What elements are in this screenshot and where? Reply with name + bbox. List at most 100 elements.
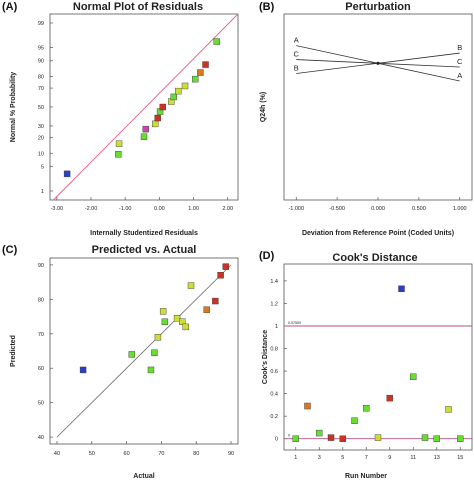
y-tick-label-d: 0 bbox=[275, 437, 278, 443]
data-point-a bbox=[174, 87, 182, 95]
y-tick-label-c: 40 bbox=[38, 435, 44, 441]
data-point-d bbox=[433, 435, 440, 442]
series-label-a: A bbox=[294, 36, 299, 45]
x-tick-label-d: 11 bbox=[410, 455, 416, 461]
y-tick-label-a: 99 bbox=[38, 21, 44, 27]
x-tick-label-c: 80 bbox=[193, 451, 199, 457]
data-point-a bbox=[202, 61, 209, 68]
plot-frame-b bbox=[283, 13, 473, 201]
series-label-c: C bbox=[457, 57, 463, 66]
x-tick-label-c: 40 bbox=[54, 451, 60, 457]
x-tick-label-d: 3 bbox=[318, 455, 321, 461]
y-tick-label-a: 10 bbox=[38, 151, 44, 157]
panel-label-d: (D) bbox=[259, 250, 275, 262]
data-point-d bbox=[421, 434, 429, 441]
y-tick-label-a: 20 bbox=[38, 135, 44, 141]
data-point-c bbox=[179, 318, 186, 325]
data-point-c bbox=[128, 351, 136, 358]
x-tick-label-b: 0.000 bbox=[371, 206, 385, 212]
data-point-a bbox=[197, 69, 204, 76]
data-point-d bbox=[316, 429, 323, 437]
plot-frame-c bbox=[49, 257, 239, 445]
y-tick-label-d: 0.4 bbox=[270, 392, 278, 398]
y-tick-label-a: 95 bbox=[38, 46, 44, 52]
y-axis-label-c: Predicted bbox=[10, 335, 17, 367]
data-point-c bbox=[161, 318, 169, 325]
y-tick-label-a: 30 bbox=[38, 124, 44, 130]
reference-point-b bbox=[376, 61, 380, 65]
x-tick-label-a: -3.00 bbox=[51, 206, 64, 212]
y-tick-label-a: 50 bbox=[38, 105, 44, 111]
plot-area-c: 40 50 60 70 80 90 40 50 60 70 80 90 bbox=[38, 263, 234, 457]
data-point-a bbox=[159, 103, 167, 111]
reference-line-label-d: 0 bbox=[288, 434, 290, 438]
x-axis-label-b: Deviation from Reference Point (Coded Un… bbox=[302, 230, 454, 237]
data-point-c bbox=[182, 323, 189, 331]
plot-area-a: -3.00 -2.00 -1.00 0.00 1.00 2.00 1 5 10 20 30 50 70 8… bbox=[38, 13, 239, 212]
data-point-c bbox=[147, 366, 155, 374]
data-point-c bbox=[212, 297, 219, 305]
x-tick-label-a: 1.00 bbox=[188, 206, 199, 212]
chart-title-a: Normal Plot of Residuals bbox=[73, 1, 203, 13]
y-tick-label-c: 70 bbox=[38, 332, 44, 338]
y-tick-label-a: 70 bbox=[38, 86, 44, 92]
y-tick-label-c: 80 bbox=[38, 297, 44, 303]
y-tick-label-c: 60 bbox=[38, 366, 44, 372]
x-axis-label-a: Internally Studentized Residuals bbox=[90, 230, 198, 237]
data-point-a bbox=[192, 75, 199, 83]
y-axis-label-b: Q24h (%) bbox=[260, 92, 267, 122]
y-tick-label-a: 90 bbox=[38, 59, 44, 65]
x-tick-label-a: -2.00 bbox=[85, 206, 98, 212]
y-tick-label-d: 0.8 bbox=[270, 347, 278, 353]
series-label-b: B bbox=[457, 43, 462, 52]
data-point-d bbox=[292, 435, 299, 442]
y-tick-label-d: 1 bbox=[275, 324, 278, 330]
y-tick-label-c: 50 bbox=[38, 401, 44, 407]
data-point-a bbox=[140, 133, 148, 140]
reference-line-a bbox=[53, 13, 239, 201]
x-tick-label-b: 0.500 bbox=[412, 206, 426, 212]
x-tick-label-a: 0.00 bbox=[154, 206, 165, 212]
reference-line-label-d: 0.97509 bbox=[288, 321, 301, 325]
x-tick-label-a: -1.00 bbox=[119, 206, 132, 212]
data-point-d bbox=[327, 434, 335, 441]
data-point-a bbox=[170, 93, 177, 101]
y-tick-label-a: 1 bbox=[41, 189, 44, 195]
data-point-c bbox=[151, 349, 158, 356]
y-tick-label-c: 90 bbox=[38, 263, 44, 269]
x-tick-label-c: 90 bbox=[228, 451, 234, 457]
data-point-c bbox=[203, 306, 210, 313]
panel-c: (C) Predicted vs. Actual 40 50 60 70 80 90 40 5… bbox=[2, 244, 239, 480]
data-point-c bbox=[154, 334, 162, 341]
plot-frame-d bbox=[283, 263, 473, 451]
data-point-a bbox=[181, 82, 189, 90]
series-label-b: B bbox=[294, 64, 299, 73]
panel-label-c: (C) bbox=[2, 244, 18, 256]
data-point-d bbox=[363, 405, 370, 412]
data-point-a bbox=[115, 140, 123, 147]
x-tick-label-b: 1.000 bbox=[453, 206, 467, 212]
reference-line-c bbox=[56, 264, 232, 438]
data-point-d bbox=[386, 394, 393, 402]
x-tick-label-c: 60 bbox=[124, 451, 130, 457]
x-tick-label-b: -1.000 bbox=[288, 206, 304, 212]
data-point-c bbox=[187, 282, 195, 289]
data-point-c bbox=[159, 308, 167, 315]
x-tick-label-d: 1 bbox=[294, 455, 297, 461]
panel-b: (B) Perturbation -1.000 -0.500 0.000 0.500 1… bbox=[259, 1, 473, 237]
y-tick-label-d: 0.6 bbox=[270, 369, 278, 375]
x-tick-label-b: -0.500 bbox=[329, 206, 345, 212]
panel-label-a: (A) bbox=[2, 1, 18, 13]
data-point-d bbox=[304, 402, 311, 410]
y-tick-label-d: 1.4 bbox=[270, 279, 278, 285]
series-label-a: A bbox=[457, 71, 462, 80]
data-point-d bbox=[445, 406, 452, 413]
x-tick-label-d: 5 bbox=[341, 455, 344, 461]
panel-d: (D) Cook's Distance 1 3 5 7 9 11 13 1500.20.40.… bbox=[259, 250, 473, 480]
data-point-a bbox=[142, 125, 149, 133]
x-tick-label-d: 15 bbox=[457, 455, 463, 461]
data-point-c bbox=[173, 315, 181, 322]
data-point-d bbox=[339, 435, 346, 442]
